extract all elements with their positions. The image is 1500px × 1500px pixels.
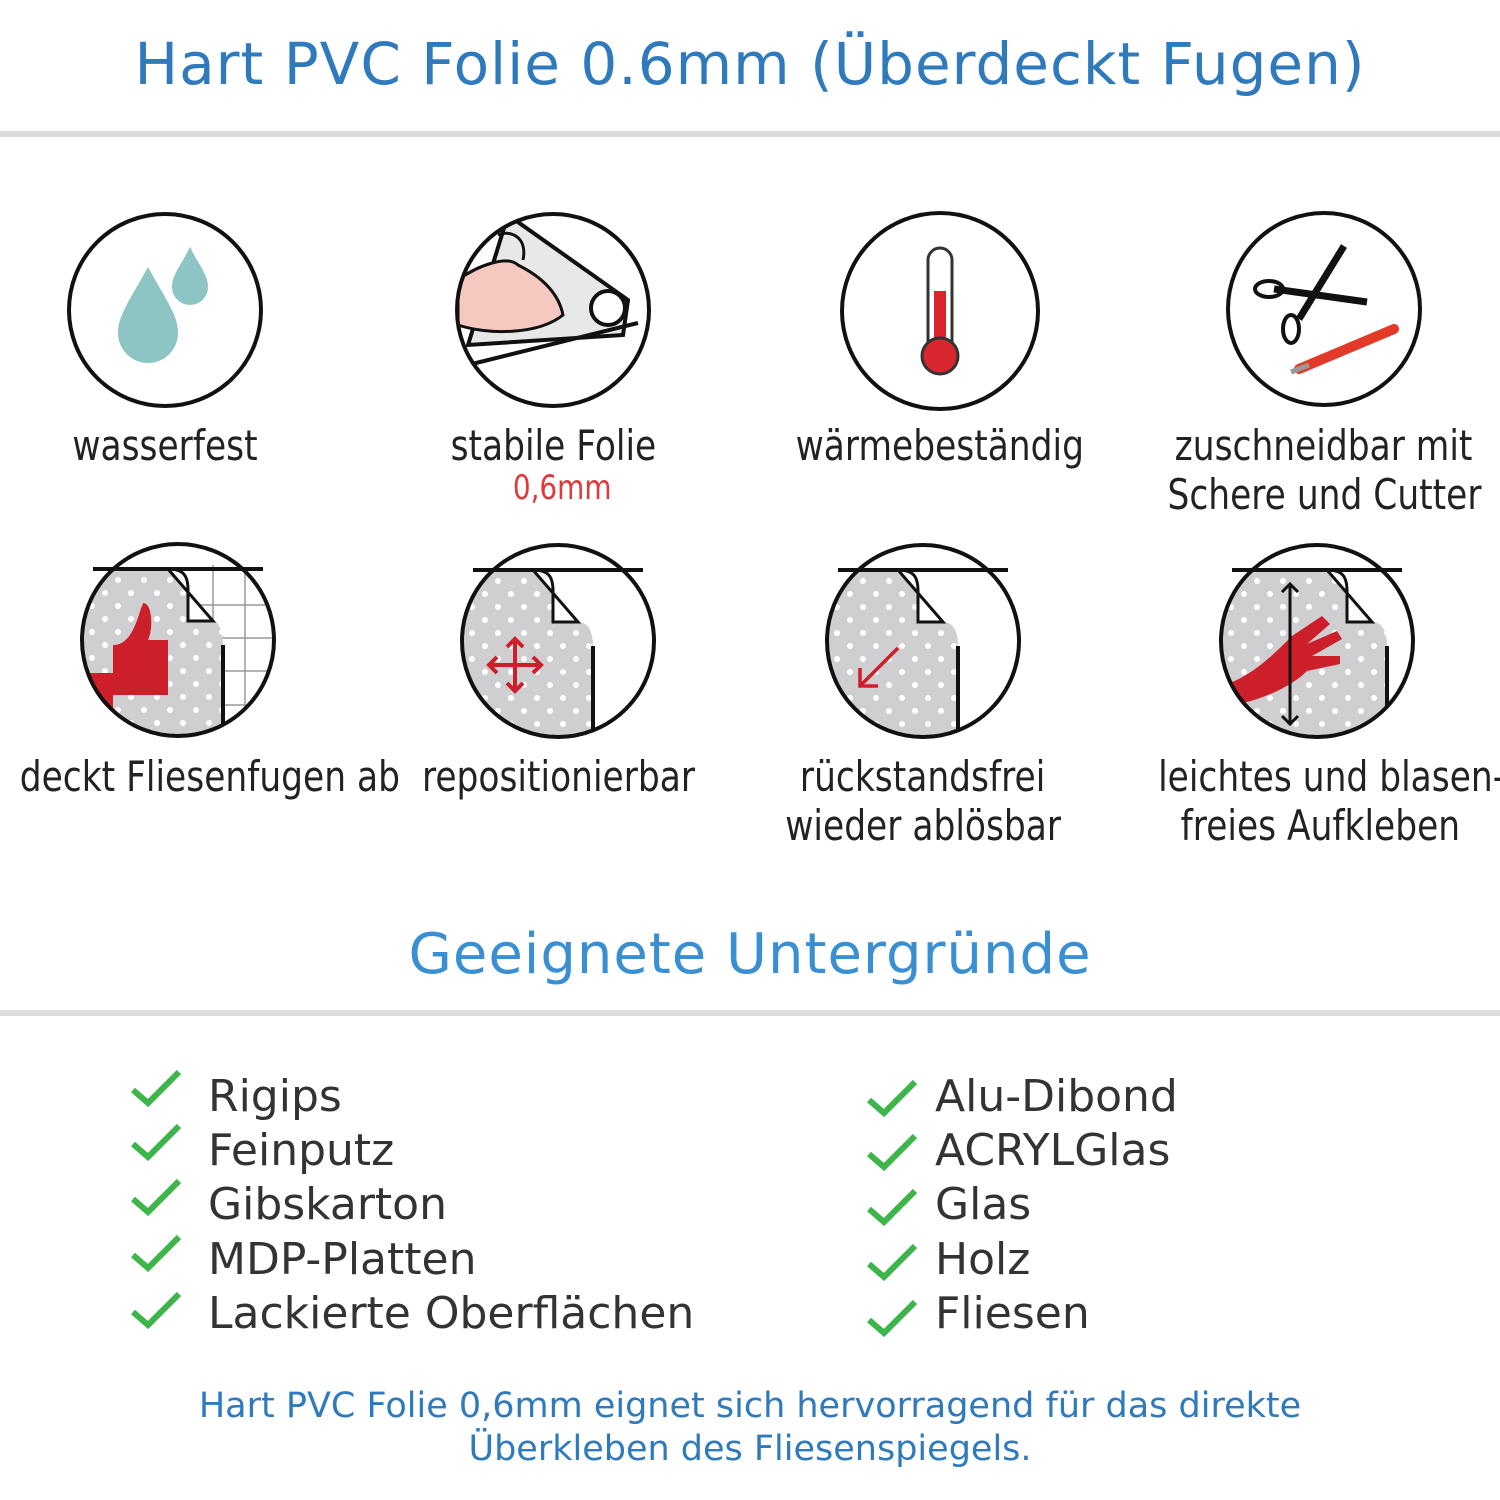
surface-item: Feinputz [208,1125,395,1176]
check-icon [867,1188,918,1227]
surface-item: Gibskarton [208,1179,447,1230]
feature-label: rückstandsfrei wieder ablösbar [785,752,1061,850]
section-title: Geeignete Untergründe [408,922,1092,987]
footer-line: Hart PVC Folie 0,6mm eignet sich hervorr… [198,1386,1302,1426]
feature-label: wärmebeständig [795,421,1085,470]
feature-label: stabile Folie [450,421,656,470]
feature-label: deckt Fliesenfugen ab [19,752,400,801]
surface-item: ACRYLGlas [935,1125,1171,1176]
check-icon [867,1243,918,1282]
surface-item: Lackierte Oberflächen [208,1288,695,1339]
thumbs-up-tile-icon [80,542,276,738]
footer-line: Überkleben des Fliesenspiegels. [468,1429,1032,1469]
surface-item: MDP-Platten [208,1234,477,1285]
surface-item: Glas [935,1179,1032,1230]
footer-note: Hart PVC Folie 0,6mm eignet sich hervorr… [0,1385,1500,1471]
water-drops-icon [67,212,263,408]
check-icon [131,1123,182,1162]
check-icon [131,1291,182,1330]
check-icon [867,1299,918,1338]
page-title: Hart PVC Folie 0.6mm (Überdeckt Fugen) [134,30,1366,98]
check-icon [867,1079,918,1118]
divider [0,131,1500,137]
feature-label: wasserfest [72,421,258,470]
surface-item: Fliesen [935,1288,1090,1339]
surface-item: Alu-Dibond [935,1071,1178,1122]
hand-smooth-icon [1219,543,1415,739]
strong-arm-foil-icon [455,212,651,408]
check-icon [131,1178,182,1217]
surface-item: Rigips [208,1071,342,1122]
feature-label: leichtes und blasen-freies Aufkleben [1158,752,1500,850]
feature-label: repositionierbar [421,752,695,801]
check-icon [867,1133,918,1172]
move-arrows-icon [460,543,656,739]
surface-item: Holz [935,1234,1031,1285]
check-icon [131,1069,182,1108]
thermometer-icon [840,211,1040,411]
peel-arrow-icon [825,543,1021,739]
feature-sublabel: 0,6mm [512,468,612,508]
scissors-cutter-icon [1226,211,1422,407]
check-icon [131,1234,182,1273]
divider [0,1010,1500,1016]
feature-label: zuschneidbar mit Schere und Cutter [1166,421,1482,519]
